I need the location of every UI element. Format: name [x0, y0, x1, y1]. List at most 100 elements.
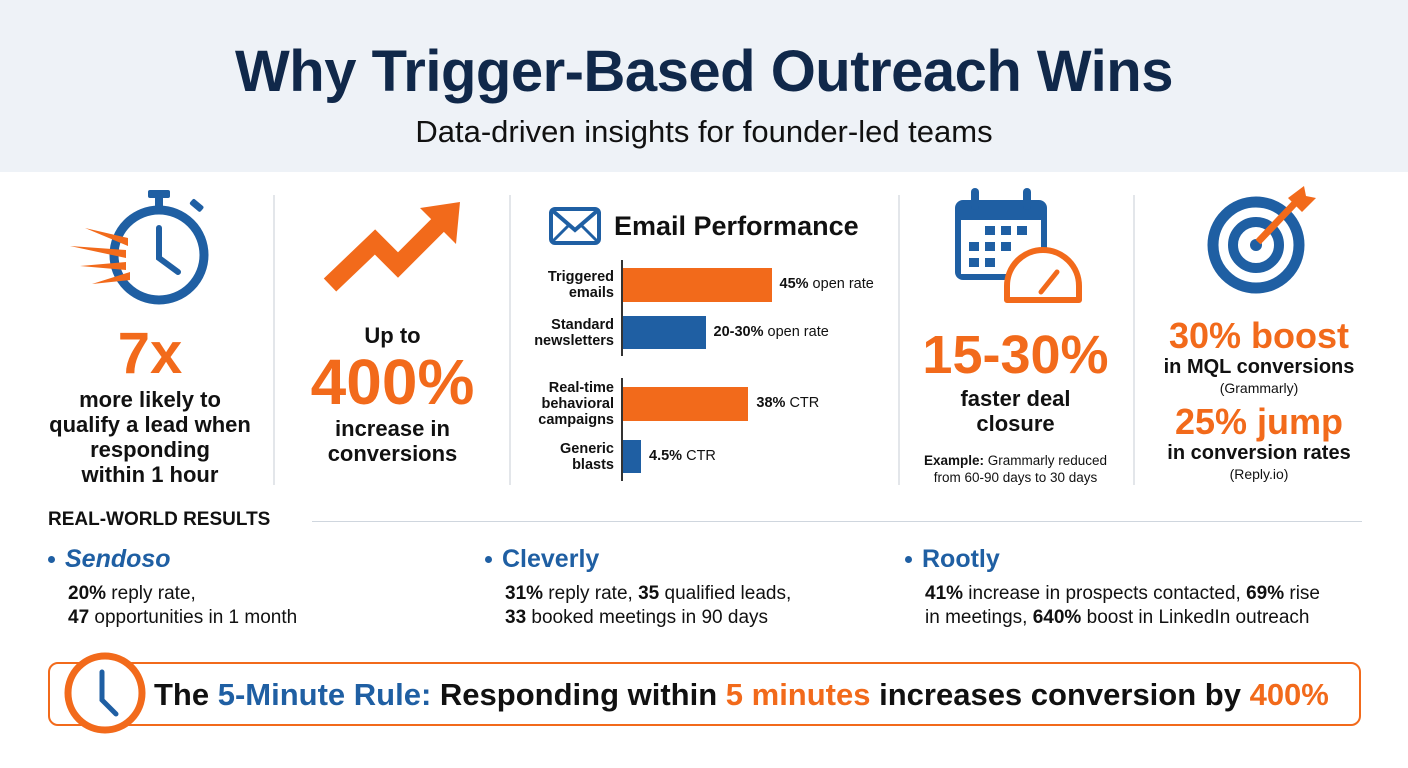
stat-prefix: Up to [364, 323, 421, 348]
company-result: 41% increase in prospects contacted, 69%… [925, 582, 1320, 630]
company-name: Sendoso [48, 545, 297, 574]
metric-value: 41% [925, 583, 964, 604]
example-label: Example: [923, 453, 984, 468]
text-line: closure [976, 411, 1055, 436]
bar [623, 316, 706, 349]
section-heading: REAL-WORLD RESULTS [48, 509, 271, 530]
metric-text: booked meetings in 90 days [526, 607, 769, 628]
result-sendoso: Sendoso 20% reply rate, 47 opportunities i… [48, 545, 297, 630]
bar [623, 440, 641, 473]
stopwatch-icon [70, 190, 209, 305]
company-name: Cleverly [485, 545, 791, 574]
text-line: responding [90, 437, 210, 462]
bullet-icon [485, 556, 492, 563]
text-line: conversions [327, 441, 458, 466]
stat-description: faster deal closure [903, 386, 1128, 436]
metric-text: reply rate, [543, 583, 639, 604]
value-unit: open rate [808, 276, 874, 292]
metric-value: 69% [1246, 583, 1285, 604]
label-line: Standard [551, 316, 614, 333]
value-unit: CTR [682, 447, 716, 464]
stat-closure: 15-30% faster deal closure Example: Gram… [903, 180, 1128, 486]
bullet-icon [48, 556, 55, 563]
divider [273, 195, 275, 485]
metric-text: increase in prospects contacted, [963, 583, 1247, 604]
calendar-speedometer-icon [955, 188, 1082, 303]
bar-category-label: Triggered emails [548, 269, 614, 301]
metric-value: 47 [68, 607, 90, 628]
label-line: emails [568, 285, 614, 301]
divider [1133, 195, 1135, 485]
metric-text: opportunities in 1 month [89, 607, 298, 628]
result-cleverly: Cleverly 31% reply rate, 35 qualified lea… [485, 545, 791, 630]
metric-value: 640% [1032, 607, 1082, 628]
bullet-icon [905, 556, 912, 563]
stat-target: 30% boost in MQL conversions (Grammarly)… [1138, 180, 1380, 482]
divider [509, 195, 511, 485]
label-line: Generic [560, 440, 614, 457]
metric-text: in meetings, [925, 607, 1033, 628]
bar-value-label: 20-30% open rate [714, 324, 829, 340]
text-line: more likely to [79, 387, 221, 412]
bar [623, 268, 772, 302]
text: increases conversion by [870, 677, 1250, 712]
stat-example: Example: Grammarly reduced from 60-90 da… [903, 452, 1128, 486]
bar-value-label: 45% open rate [780, 276, 874, 292]
chart-title: Email Performance [548, 206, 859, 246]
metric-value: 31% [505, 583, 544, 604]
company-result: 20% reply rate, 47 opportunities in 1 mon… [68, 582, 297, 630]
section-divider [312, 521, 1362, 522]
bar-value-label: 4.5% CTR [649, 448, 716, 464]
metric-value: 35 [638, 583, 660, 604]
five-minute-rule-text: The 5-Minute Rule: Responding within 5 m… [154, 677, 1329, 713]
stat-value: 30% boost [1168, 315, 1350, 356]
target-arrow-icon [1207, 186, 1316, 294]
label-line: Real-time [548, 380, 614, 396]
page-subtitle: Data-driven insights for founder-led tea… [415, 114, 993, 149]
metric-text: rise [1284, 583, 1321, 604]
trending-up-arrow-icon [323, 202, 460, 292]
metric-value: 20% [68, 583, 107, 604]
clock-icon [64, 652, 146, 734]
metric-text: reply rate, [106, 583, 196, 604]
envelope-icon [549, 207, 601, 245]
bar-category-label: Standard newsletters [534, 317, 614, 349]
label-line: blasts [572, 456, 614, 473]
bar [623, 387, 749, 421]
company-name-text: Rootly [922, 545, 1000, 573]
stat-description: increase in conversions [280, 416, 505, 466]
metric-value: 33 [505, 607, 527, 628]
stat-value: 15-30% [922, 325, 1109, 385]
label-line: Triggered [547, 269, 614, 285]
text-line: increase in [335, 416, 450, 441]
chart-title-text: Email Performance [614, 210, 859, 241]
company-result: 31% reply rate, 35 qualified leads, 33 bo… [505, 582, 791, 630]
value-unit: CTR [785, 395, 820, 411]
text: The [154, 677, 218, 712]
stat-source: (Reply.io) [1229, 466, 1289, 482]
label-line: campaigns [538, 412, 614, 428]
stat-growth: Up to 400% increase in conversions [280, 180, 505, 466]
bar-value-label: 38% CTR [756, 395, 819, 411]
stat-description: in conversion rates [1167, 442, 1351, 464]
value-bold: 20-30% [713, 323, 764, 340]
stat-value: 400% [310, 346, 475, 418]
stat-description: more likely to qualify a lead when respo… [30, 387, 270, 487]
divider [898, 195, 900, 485]
header: Why Trigger-Based Outreach Wins Data-dri… [0, 0, 1408, 172]
company-name-text: Sendoso [65, 545, 171, 573]
stat-source: (Grammarly) [1219, 380, 1299, 396]
stat-value: 7x [117, 321, 183, 386]
bar-category-label: Real-time behavioral campaigns [538, 380, 614, 428]
page-title: Why Trigger-Based Outreach Wins [235, 39, 1173, 104]
value-bold: 45% [779, 276, 809, 292]
company-name-text: Cleverly [502, 545, 600, 573]
chart-axis [621, 260, 623, 356]
rule-name: 5-Minute Rule: [217, 677, 432, 712]
five-minute-rule-banner [48, 662, 1361, 726]
metric-text: boost in LinkedIn outreach [1081, 607, 1310, 628]
company-name: Rootly [905, 545, 1320, 574]
text-line: faster deal [960, 386, 1071, 411]
value-unit: open rate [763, 323, 829, 340]
stat-speed: 7x more likely to qualify a lead when re… [30, 180, 270, 487]
